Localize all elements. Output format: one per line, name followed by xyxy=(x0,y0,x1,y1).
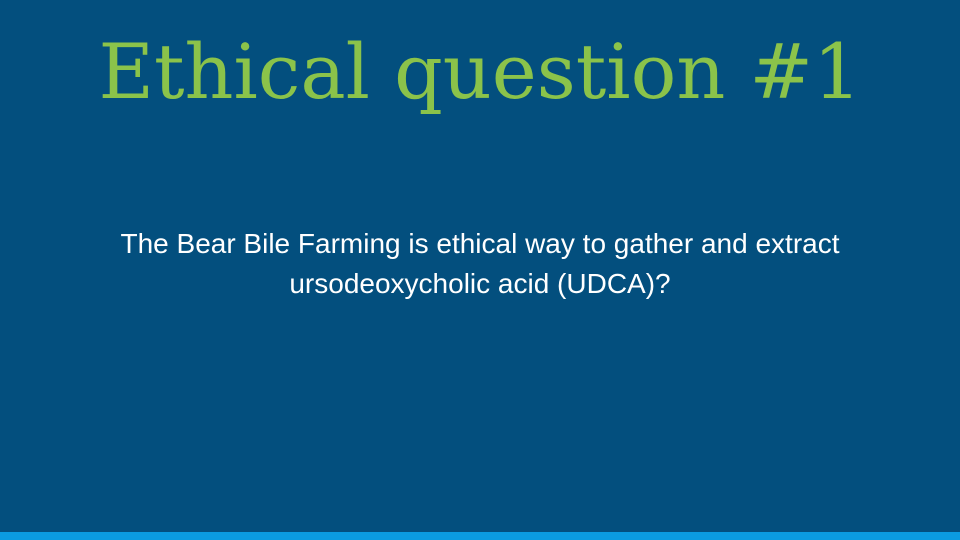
body-line-2: ursodeoxycholic acid (UDCA)? xyxy=(289,268,671,299)
body-line-1: The Bear Bile Farming is ethical way to … xyxy=(120,228,840,259)
bottom-accent-bar xyxy=(0,532,960,540)
slide-body: The Bear Bile Farming is ethical way to … xyxy=(40,224,920,304)
slide-title: Ethical question #1 xyxy=(98,27,862,116)
